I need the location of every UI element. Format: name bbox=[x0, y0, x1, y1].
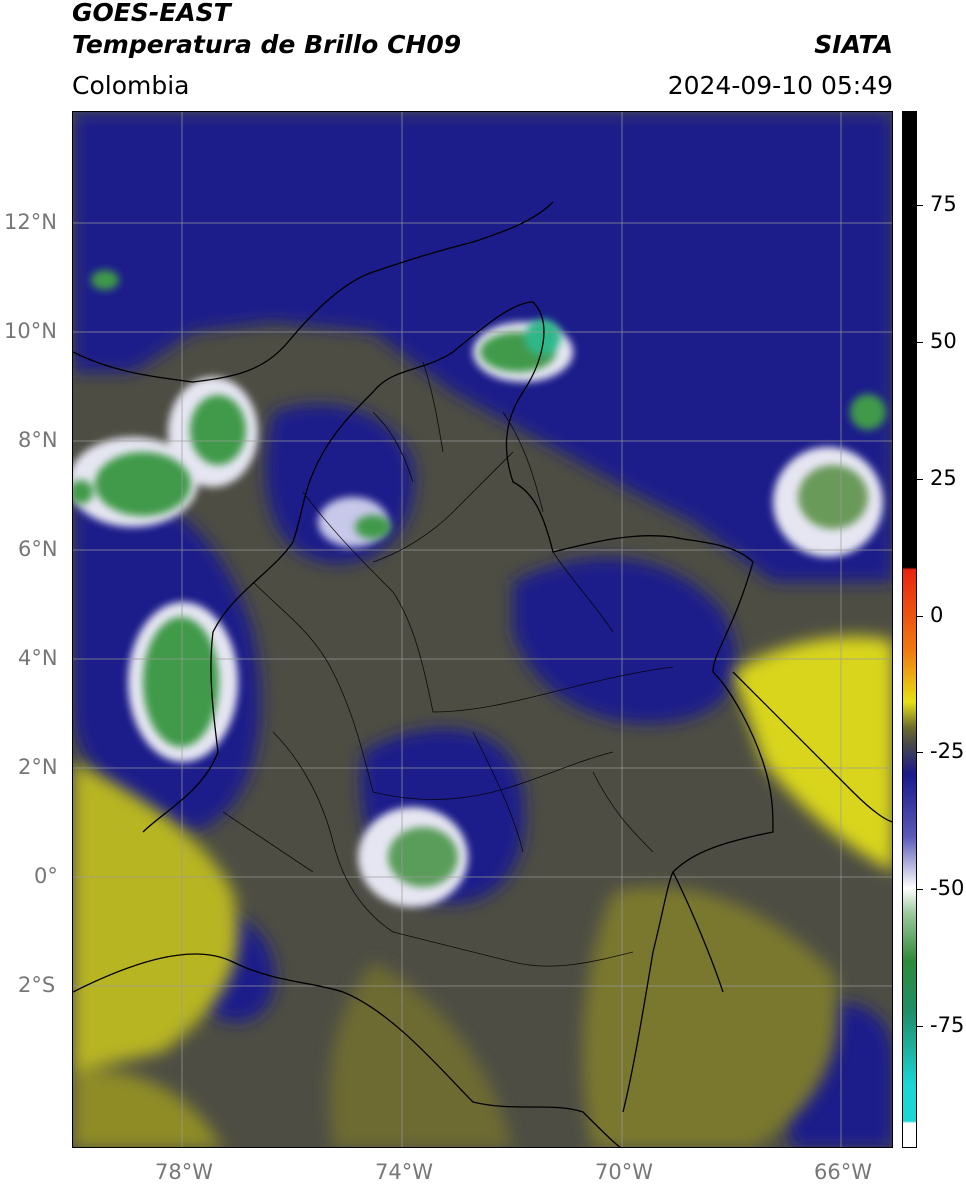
source-label: SIATA bbox=[814, 30, 893, 59]
lat-label-8n: 8°N bbox=[18, 428, 58, 452]
lat-label-0: 0° bbox=[34, 864, 58, 888]
datetime-label: 2024-09-10 05:49 bbox=[667, 71, 893, 100]
lat-label-2s: 2°S bbox=[18, 973, 56, 997]
graticule bbox=[73, 112, 892, 1147]
lat-label-12n: 12°N bbox=[4, 210, 57, 234]
colorbar-label-25: 25 bbox=[930, 466, 957, 490]
colorbar-label-75: 75 bbox=[930, 192, 957, 216]
colorbar-label-0: 0 bbox=[930, 603, 944, 627]
country-borders bbox=[73, 201, 892, 1147]
warm-surface-areas bbox=[73, 636, 892, 1147]
colorbar-tick bbox=[917, 479, 923, 480]
title-satellite: GOES-EAST bbox=[72, 0, 231, 27]
colorbar-tick bbox=[917, 889, 923, 890]
lat-label-10n: 10°N bbox=[4, 319, 57, 343]
map-image bbox=[73, 112, 892, 1147]
title-product: Temperatura de Brillo CH09 bbox=[72, 30, 462, 59]
colorbar-label-minus25: -25 bbox=[930, 739, 965, 763]
colorbar-label-minus75: -75 bbox=[930, 1013, 965, 1037]
lon-label-66w: 66°W bbox=[814, 1160, 872, 1184]
colorbar-tick bbox=[917, 616, 923, 617]
colorbar-tick bbox=[917, 342, 923, 343]
colorbar-tick bbox=[917, 205, 923, 206]
satellite-map bbox=[72, 111, 893, 1148]
coldest-cloud-tops bbox=[73, 270, 886, 887]
colorbar-label-minus50: -50 bbox=[930, 876, 965, 900]
colorbar-tick bbox=[917, 752, 923, 753]
lat-label-4n: 4°N bbox=[18, 646, 58, 670]
department-borders bbox=[222, 361, 674, 967]
lon-label-70w: 70°W bbox=[595, 1160, 653, 1184]
region-label: Colombia bbox=[72, 71, 190, 100]
colorbar-tick bbox=[917, 1026, 923, 1027]
colorbar bbox=[902, 111, 917, 1148]
lat-label-2n: 2°N bbox=[18, 755, 58, 779]
lon-label-74w: 74°W bbox=[375, 1160, 433, 1184]
colorbar-label-50: 50 bbox=[930, 329, 957, 353]
lon-label-78w: 78°W bbox=[155, 1160, 213, 1184]
lat-label-6n: 6°N bbox=[18, 537, 58, 561]
